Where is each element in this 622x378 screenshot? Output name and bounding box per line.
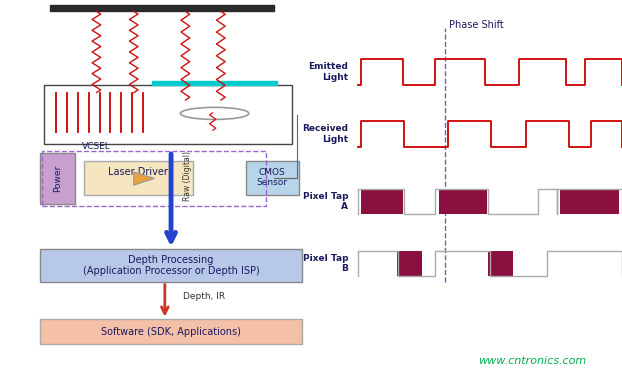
FancyBboxPatch shape <box>246 161 299 195</box>
Text: Power: Power <box>53 165 62 192</box>
Bar <box>152 81 277 85</box>
Text: Emitted
Light: Emitted Light <box>309 62 348 82</box>
Bar <box>560 189 619 214</box>
Ellipse shape <box>180 107 249 119</box>
FancyBboxPatch shape <box>40 319 302 344</box>
FancyBboxPatch shape <box>40 153 75 204</box>
Text: CMOS
Sensor: CMOS Sensor <box>257 168 287 187</box>
Text: www.cntronics.com: www.cntronics.com <box>478 356 586 366</box>
Text: Software (SDK, Applications): Software (SDK, Applications) <box>101 327 241 337</box>
Bar <box>50 5 274 11</box>
Polygon shape <box>134 172 154 185</box>
Bar <box>488 251 513 276</box>
Bar <box>397 251 422 276</box>
Text: Phase Shift: Phase Shift <box>449 20 504 29</box>
FancyBboxPatch shape <box>40 249 302 282</box>
Text: Pixel Tap
B: Pixel Tap B <box>303 254 348 273</box>
Bar <box>439 189 487 214</box>
Text: Depth, IR: Depth, IR <box>183 292 226 301</box>
Text: VCSEL: VCSEL <box>82 142 111 151</box>
Text: Received
Light: Received Light <box>302 124 348 144</box>
Text: Raw (Digital): Raw (Digital) <box>183 151 192 201</box>
Text: Pixel Tap
A: Pixel Tap A <box>303 192 348 211</box>
FancyBboxPatch shape <box>44 85 292 144</box>
Bar <box>361 189 403 214</box>
FancyBboxPatch shape <box>84 161 193 195</box>
Text: Laser Driver: Laser Driver <box>108 167 169 177</box>
Text: Depth Processing
(Application Processor or Depth ISP): Depth Processing (Application Processor … <box>83 255 259 276</box>
